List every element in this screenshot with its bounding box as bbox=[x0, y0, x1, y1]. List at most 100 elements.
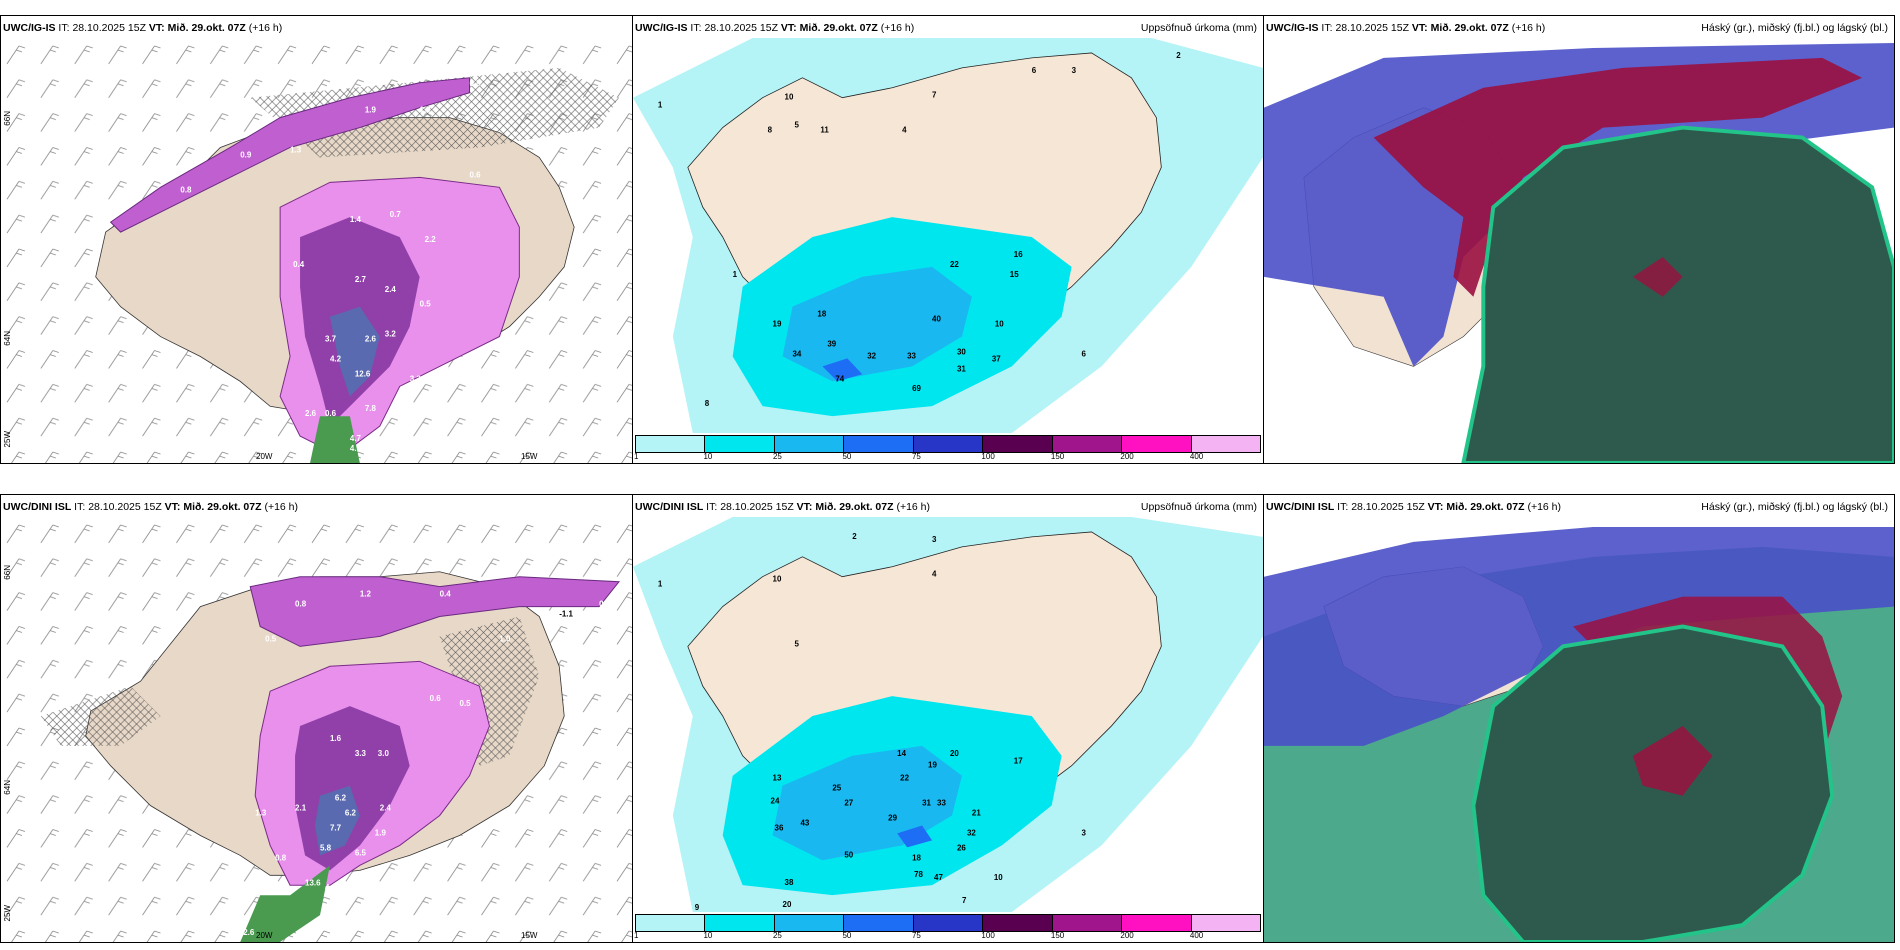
value-label: 0.4 bbox=[440, 590, 452, 599]
value-label: 0.5 bbox=[460, 699, 472, 708]
map-svg bbox=[1264, 517, 1894, 942]
value-label: 6.2 bbox=[335, 794, 347, 803]
value-label: 0.4 bbox=[599, 600, 611, 609]
panel-bottom-middle: UWC/DINI ISL IT: 28.10.2025 15Z VT: Mið.… bbox=[632, 494, 1264, 943]
hatch-region bbox=[40, 686, 161, 746]
legend-bar bbox=[635, 435, 1261, 453]
value-label: 2 bbox=[1176, 51, 1181, 60]
legend-tick: 50 bbox=[842, 452, 852, 461]
value-label: 0.9 bbox=[240, 150, 252, 159]
map-area: 0.8 1.2 0.4 0.5 1.0 0.6 0.5 1.6 3.3 3.0 … bbox=[1, 517, 632, 942]
value-label: 39 bbox=[827, 339, 836, 348]
value-label: 27 bbox=[844, 799, 853, 808]
value-label: 0.6 bbox=[470, 170, 482, 179]
value-label: 2.6 bbox=[243, 928, 255, 937]
value-label: 1.2 bbox=[360, 590, 372, 599]
lon-label-20w: 20W bbox=[256, 452, 273, 461]
vt-label: VT: bbox=[796, 501, 813, 513]
vt-value: Mið. 29.okt. 07Z bbox=[1446, 501, 1525, 513]
value-label: 18 bbox=[912, 853, 921, 862]
value-label: 11 bbox=[820, 126, 829, 135]
value-label: 16 bbox=[1014, 250, 1023, 259]
it-label: IT: bbox=[1337, 501, 1349, 513]
value-label: 1.3 bbox=[255, 809, 267, 818]
legend-ticks: 1 10 25 50 75 100 150 200 400 bbox=[634, 452, 1261, 462]
model-name: UWC/DINI ISL bbox=[635, 501, 704, 513]
legend-tick: 1 bbox=[634, 452, 639, 461]
lon-label-20w: 20W bbox=[256, 931, 273, 940]
value-label: 2 bbox=[852, 532, 857, 541]
value-label: 0.8 bbox=[275, 853, 287, 862]
legend-tick: 75 bbox=[911, 931, 921, 940]
map-svg bbox=[1264, 38, 1894, 463]
legend-tick: 150 bbox=[1050, 452, 1065, 461]
legend-tick: 400 bbox=[1189, 931, 1204, 940]
value-labels: 0.8 1.2 0.4 0.5 1.0 0.6 0.5 1.6 3.3 3.0 … bbox=[243, 590, 611, 937]
value-label: 3 bbox=[1072, 66, 1077, 75]
legend-swatch bbox=[844, 436, 914, 452]
map-svg: 0.8 1.2 0.4 0.5 1.0 0.6 0.5 1.6 3.3 3.0 … bbox=[1, 517, 632, 942]
value-label: 8 bbox=[705, 399, 710, 408]
value-label: 32 bbox=[867, 351, 876, 360]
panel-top-right: UWC/IG-IS IT: 28.10.2025 15Z VT: Mið. 29… bbox=[1263, 15, 1895, 464]
legend-swatch bbox=[1122, 436, 1192, 452]
legend-swatch bbox=[983, 436, 1053, 452]
panel-header: UWC/IG-IS IT: 28.10.2025 15Z VT: Mið. 29… bbox=[3, 22, 282, 34]
legend-bar bbox=[635, 914, 1261, 932]
value-label: 1.4 bbox=[350, 215, 362, 224]
legend-swatch bbox=[705, 915, 775, 931]
legend-swatch bbox=[1191, 915, 1260, 931]
vt-value: Mið. 29.okt. 07Z bbox=[1430, 22, 1509, 34]
model-name: UWC/DINI ISL bbox=[3, 501, 72, 513]
value-label: 0.5 bbox=[420, 300, 432, 309]
value-label: 10 bbox=[994, 873, 1003, 882]
legend-tick: 150 bbox=[1050, 931, 1065, 940]
value-label: 12.6 bbox=[355, 369, 371, 378]
value-label: 1.0 bbox=[499, 634, 511, 643]
value-label: 10 bbox=[773, 575, 782, 584]
value-label: 15 bbox=[1010, 270, 1019, 279]
precip-heavy bbox=[782, 266, 972, 382]
legend-tick: 10 bbox=[703, 452, 713, 461]
green-band bbox=[310, 416, 360, 463]
legend-swatch bbox=[774, 915, 845, 931]
map-svg: 1 2 4 10 8 5 11 7 6 3 22 16 15 40 19 18 … bbox=[633, 38, 1263, 433]
lon-label-25w: 25W bbox=[3, 431, 12, 448]
panel-header: UWC/DINI ISL IT: 28.10.2025 15Z VT: Mið.… bbox=[3, 501, 298, 513]
vt-label: VT: bbox=[164, 501, 181, 513]
legend-swatch bbox=[913, 436, 984, 452]
value-label: 1.2 bbox=[420, 106, 432, 115]
map-svg: 1 2 3 4 10 5 14 20 17 19 22 13 25 24 27 … bbox=[633, 517, 1263, 912]
value-label: 9 bbox=[695, 903, 700, 912]
value-label: 1.9 bbox=[375, 829, 387, 838]
value-label: 3.0 bbox=[378, 749, 390, 758]
value-label: 30 bbox=[957, 347, 966, 356]
value-label: 74 bbox=[835, 374, 844, 383]
legend-ticks: 1 10 25 50 75 100 150 200 400 bbox=[634, 931, 1261, 941]
value-label: 43 bbox=[800, 818, 809, 827]
value-label: 1.6 bbox=[330, 734, 342, 743]
value-label: 3 bbox=[1082, 828, 1087, 837]
hatch-region bbox=[439, 616, 540, 766]
it-value: 28.10.2025 15Z bbox=[1335, 22, 1409, 34]
value-label: 3.3 bbox=[410, 374, 422, 383]
value-label: 2.4 bbox=[380, 804, 392, 813]
model-name: UWC/IG-IS bbox=[1266, 22, 1319, 34]
legend-tick: 400 bbox=[1189, 452, 1204, 461]
legend-swatch bbox=[1052, 915, 1123, 931]
vt-label: VT: bbox=[780, 22, 797, 34]
value-label: 13.6 bbox=[305, 878, 321, 887]
value-label: 13 bbox=[773, 774, 782, 783]
model-name: UWC/IG-IS bbox=[3, 22, 56, 34]
value-label: 2.3 bbox=[445, 364, 457, 373]
value-label: 0.8 bbox=[180, 185, 192, 194]
legend-tick: 100 bbox=[981, 931, 995, 940]
it-value: 28.10.2025 15Z bbox=[704, 22, 778, 34]
value-label: 10 bbox=[785, 93, 794, 102]
vt-value: Mið. 29.okt. 07Z bbox=[183, 501, 262, 513]
value-label: 40 bbox=[932, 315, 941, 324]
panel-bottom-right: UWC/DINI ISL IT: 28.10.2025 15Z VT: Mið.… bbox=[1263, 494, 1895, 943]
precip-legend: 1 10 25 50 75 100 150 200 400 bbox=[633, 433, 1263, 463]
lead-time: (+16 h) bbox=[248, 22, 283, 34]
cloud-mid-band bbox=[1264, 526, 1894, 746]
